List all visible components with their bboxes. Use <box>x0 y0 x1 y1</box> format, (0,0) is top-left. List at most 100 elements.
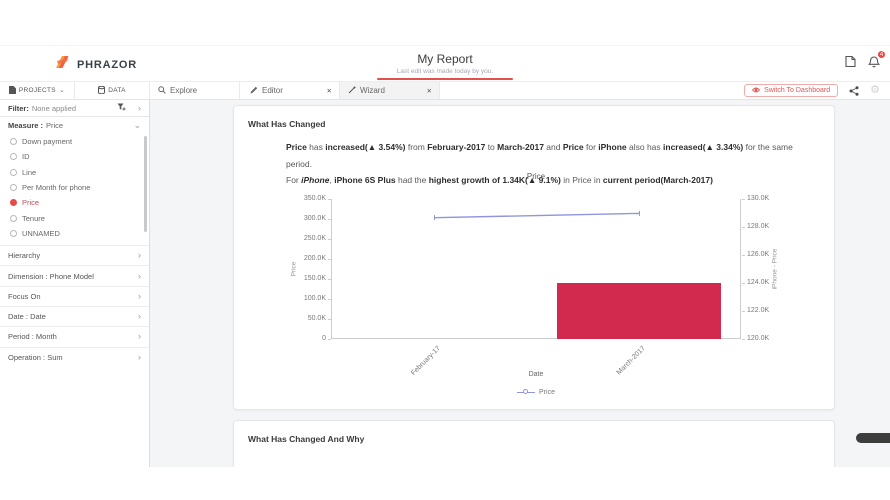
narrative-segment: from <box>405 142 428 152</box>
measure-option-id[interactable]: ID <box>0 149 149 164</box>
sidebar-section-label: Dimension : Phone Model <box>8 271 94 281</box>
measure-options-list: Down payment ID Line Per Month for phone Pri… <box>0 134 149 241</box>
sidebar-sections: Hierarchy › Dimension : Phone Model › Focus … <box>0 245 149 367</box>
measure-option-tenure[interactable]: Tenure <box>0 210 149 225</box>
measure-option-down-payment[interactable]: Down payment <box>0 134 149 149</box>
left-axis-tickmark <box>328 319 331 320</box>
filter-value: None applied <box>31 103 77 113</box>
narrative-segment: iPhone <box>598 142 627 152</box>
narrative-segment: iPhone 6S Plus <box>334 175 396 186</box>
tab-data[interactable]: DATA <box>75 82 150 99</box>
report-file-icon[interactable] <box>845 55 856 68</box>
narrative-segment: For <box>286 175 302 186</box>
radio-selected-icon[interactable] <box>10 199 17 207</box>
radio-icon[interactable] <box>10 214 17 222</box>
sidebar-section-hierarchy[interactable]: Hierarchy › <box>0 245 149 265</box>
sidebar-section-dimension[interactable]: Dimension : Phone Model › <box>0 265 149 285</box>
measure-option-label: UNNAMED <box>22 228 60 238</box>
right-axis-tick: 122.0K <box>747 307 770 314</box>
chevron-right-icon: › <box>138 311 141 322</box>
radio-icon[interactable] <box>10 138 17 146</box>
left-axis-tick: 350.0K <box>303 195 326 202</box>
filter-funnel-icon[interactable] <box>117 103 126 113</box>
sidebar-scrollbar[interactable] <box>144 136 147 232</box>
chart-plot-area[interactable] <box>331 199 741 339</box>
radio-icon[interactable] <box>10 184 17 192</box>
measure-label: Measure : <box>8 121 44 130</box>
notifications-bell-icon[interactable]: 4 <box>868 50 886 68</box>
sidebar-section-label: Period : Month <box>8 332 57 342</box>
left-axis-tick: 50.0K <box>307 315 326 322</box>
share-icon[interactable] <box>849 85 859 96</box>
measure-option-per-month-for-phone[interactable]: Per Month for phone <box>0 180 149 195</box>
narrative-segment: had the <box>395 175 429 186</box>
measure-option-label: ID <box>22 152 30 162</box>
measure-header[interactable]: Measure : Price ⌄ <box>0 117 149 134</box>
tab-explore[interactable]: Explore <box>150 82 240 99</box>
close-wizard-tab-icon[interactable]: ✕ <box>426 87 432 95</box>
tab-bar: PROJECTS ⌄ DATA Explore Ed <box>0 81 890 100</box>
chevron-down-icon: ⌄ <box>133 120 141 130</box>
measure-option-unnamed[interactable]: UNNAMED <box>0 226 149 241</box>
sidebar-section-period[interactable]: Period : Month › <box>0 326 149 346</box>
bar-march-2017[interactable] <box>556 283 721 339</box>
radio-icon[interactable] <box>10 168 17 176</box>
chevron-right-icon: › <box>138 102 141 113</box>
measure-option-price[interactable]: Price <box>0 195 149 210</box>
what-has-changed-card: What Has Changed Price has increased(▲ 3… <box>233 105 835 410</box>
tab-editor-label: Editor <box>262 86 283 95</box>
narrative-segment: in Price in <box>560 175 603 186</box>
search-icon <box>158 85 166 96</box>
database-icon <box>98 85 106 96</box>
report-canvas: What Has Changed Price has increased(▲ 3… <box>150 100 890 467</box>
legend-item-price[interactable]: Price <box>517 389 555 396</box>
narrative-segment: has <box>306 142 326 152</box>
page-title[interactable]: My Report <box>417 52 473 66</box>
narrative-segment: and <box>543 142 563 152</box>
filter-row[interactable]: Filter: None applied › <box>0 100 149 117</box>
notification-count-badge: 4 <box>877 50 886 59</box>
radio-icon[interactable] <box>10 153 17 161</box>
tab-editor[interactable]: Editor ✕ <box>240 82 340 99</box>
narrative-text: Price has increased(▲ 3.54%) from Februa… <box>286 139 810 189</box>
right-axis-tickmark <box>742 311 745 312</box>
narrative-segment: Price <box>286 142 307 152</box>
measure-option-label: Price <box>22 198 40 208</box>
narrative-segment: for <box>583 142 599 152</box>
brand-name: PHRAZOR <box>77 58 137 71</box>
last-edit-note: Last edit was made today by you. <box>396 68 494 75</box>
narrative-segment: also has <box>626 142 664 152</box>
left-axis-tick: 150.0K <box>303 275 326 282</box>
chevron-right-icon: › <box>138 351 141 362</box>
brand-logo[interactable]: PHRAZOR <box>55 55 137 74</box>
left-axis-tickmark <box>328 219 331 220</box>
measure-option-line[interactable]: Line <box>0 165 149 180</box>
narrative-segment: highest growth of 1.34K(▲ 9.1%) <box>428 175 561 186</box>
tab-wizard[interactable]: Wizard ✕ <box>340 82 440 99</box>
dashboard-eye-icon <box>751 87 761 95</box>
radio-icon[interactable] <box>10 229 17 237</box>
switch-to-dashboard-button[interactable]: Switch To Dashboard <box>744 84 839 97</box>
right-axis-tickmark <box>742 199 745 200</box>
sidebar-section-date[interactable]: Date : Date › <box>0 305 149 326</box>
left-axis-tickmark <box>328 299 331 300</box>
tab-explore-label: Explore <box>170 86 198 95</box>
narrative-segment: March-2017 <box>497 142 544 152</box>
chevron-right-icon: › <box>138 290 141 301</box>
left-axis-tickmark <box>328 239 331 240</box>
sidebar-section-focus[interactable]: Focus On › <box>0 285 149 306</box>
floating-widget-button[interactable] <box>856 433 890 443</box>
chart-legend: Price <box>331 389 741 396</box>
close-editor-tab-icon[interactable]: ✕ <box>326 87 332 95</box>
settings-gear-icon[interactable]: ⚙ <box>870 84 880 96</box>
sidebar-section-operation[interactable]: Operation : Sum › <box>0 346 149 367</box>
right-axis-tick: 120.0K <box>747 335 770 342</box>
narrative-segment: increased(▲ 3.34%) <box>663 142 744 152</box>
tab-projects[interactable]: PROJECTS ⌄ <box>0 82 75 99</box>
left-axis-tickmark <box>328 279 331 280</box>
sidebar-section-label: Hierarchy <box>8 251 41 261</box>
switch-to-dashboard-label: Switch To Dashboard <box>764 87 831 94</box>
right-axis-tickmark <box>742 283 745 284</box>
right-axis-tick: 126.0K <box>747 251 770 258</box>
